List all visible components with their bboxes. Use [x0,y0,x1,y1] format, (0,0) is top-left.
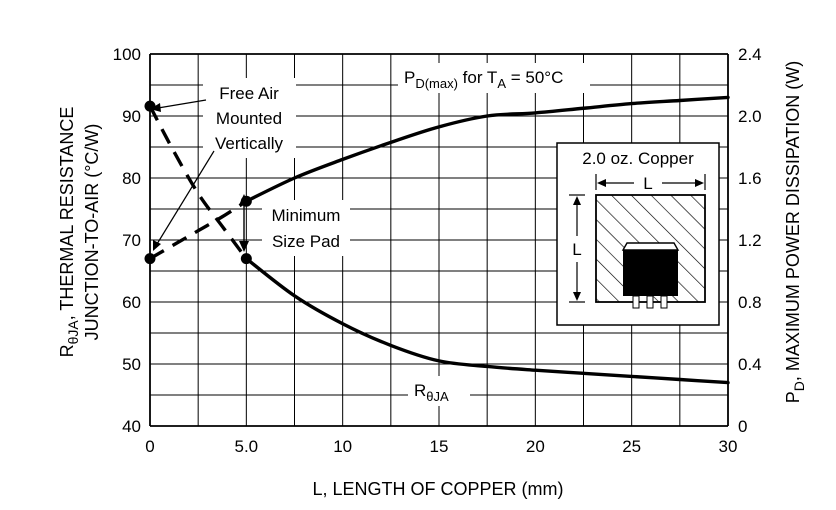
free-air-label-bg [203,78,296,158]
series-line-2 [244,95,730,203]
y-left-tick-label: 70 [122,231,141,250]
dim-v-arrow-bottom [573,292,581,301]
y-left-tick-label: 80 [122,169,141,188]
free-air-arrowhead-lower [153,240,161,251]
y-left-title-sub: θJA [65,320,81,345]
x-tick-label: 5.0 [235,437,259,456]
pd-label-value: = 50°C [506,68,563,87]
pd-label-bg [398,63,590,93]
min-pad-annotation: Minimum Size Pad [239,194,350,256]
y-right-tick-label: 1.2 [738,231,762,250]
series-line-0 [244,256,730,385]
min-pad-label-bg [262,200,350,256]
data-point [144,253,156,265]
pd-label-for: for T [458,68,497,87]
y-right-title: PD, MAXIMUM POWER DISSIPATION (W) [783,61,807,403]
free-air-arrow-lower [156,150,215,245]
y-left-tick-label: 90 [122,107,141,126]
x-tick-label: 10 [333,437,352,456]
min-pad-arrowhead-down [239,241,249,252]
min-pad-arrowhead-up [239,194,249,205]
rja-series-label: RθJA [408,376,470,406]
series-line-3 [149,199,248,261]
x-tick-label: 0 [145,437,154,456]
free-air-line-3: Vertically [215,134,284,153]
rja-series-label-text: RθJA [414,381,449,404]
free-air-annotation: Free Air Mounted Vertically [150,78,296,251]
series-line-1 [148,105,248,260]
y-right-tick-label: 2.0 [738,107,762,126]
free-air-line-1: Free Air [219,84,279,103]
x-axis-title: L, LENGTH OF COPPER (mm) [312,479,563,499]
pd-series-label-text: PD(max) for TA = 50°C [404,68,563,91]
min-pad-line-2: Size Pad [272,232,340,251]
y-left-tick-label: 100 [113,45,141,64]
y-left-tick-label: 60 [122,293,141,312]
pd-series-label: PD(max) for TA = 50°C [398,63,590,93]
dim-v-arrow-top [573,196,581,205]
rja-label-sub: θJA [426,389,449,404]
min-pad-line-1: Minimum [272,206,341,225]
x-tick-labels: 0 5.0 10 15 20 25 30 [145,437,737,456]
inset-diagram: 2.0 oz. Copper L L [556,142,720,326]
dim-h-arrow-right [695,179,704,187]
package-icon [621,242,680,309]
y-right-title-rest: , MAXIMUM POWER DISSIPATION (W) [783,61,803,381]
y-right-tick-label: 0.4 [738,355,762,374]
rja-label-bg [408,376,470,406]
x-tick-label: 20 [526,437,545,456]
x-tick-label: 15 [430,437,449,456]
inset-title: 2.0 oz. Copper [582,149,694,168]
y-left-title-r: R [57,344,77,357]
inset-dim-v-label: L [572,240,581,259]
y-left-title-line-2: JUNCTION-TO-AIR (°C/W) [82,124,102,341]
y-left-title-line-1: RθJA, THERMAL RESISTANCE [57,107,81,358]
inset-dim-h-label: L [643,174,652,193]
pd-label-ta-sub: A [497,76,506,91]
y-right-tick-label: 0 [738,417,747,436]
y-right-title-p: P [783,391,803,403]
y-left-tick-labels: 40 50 60 70 80 90 100 [113,45,141,436]
y-right-tick-labels: 0 0.4 0.8 1.2 1.6 2.0 2.4 [738,45,762,436]
y-right-tick-label: 2.4 [738,45,762,64]
data-point [240,253,252,265]
pd-label-sub: D(max) [415,76,458,91]
pd-label-p: P [404,68,415,87]
free-air-arrowhead-upper [150,103,161,112]
free-air-arrow-upper [157,99,207,109]
y-left-tick-label: 40 [122,417,141,436]
y-left-tick-label: 50 [122,355,141,374]
free-air-line-2: Mounted [216,109,282,128]
x-tick-label: 25 [622,437,641,456]
y-right-title-sub: D [791,381,807,391]
x-tick-label: 30 [719,437,738,456]
rja-label-r: R [414,381,426,400]
y-right-tick-label: 0.8 [738,293,762,312]
dim-h-arrow-left [597,179,606,187]
y-left-title-rest: , THERMAL RESISTANCE [57,107,77,321]
y-right-tick-label: 1.6 [738,169,762,188]
